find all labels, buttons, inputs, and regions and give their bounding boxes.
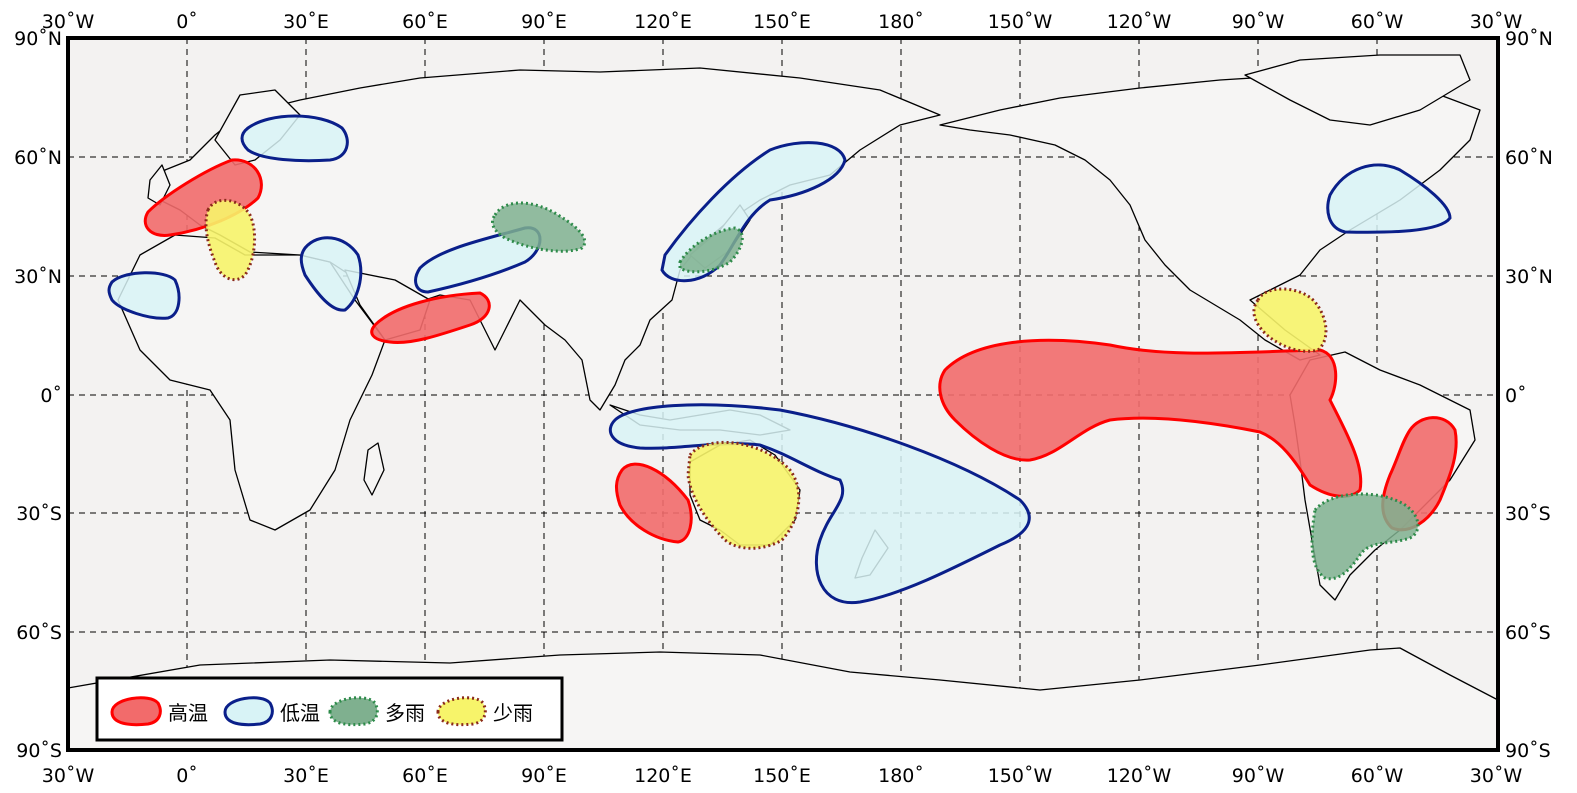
left-tick: 60˚S [16, 622, 62, 644]
warm-region-europe [143, 158, 263, 237]
top-tick: 30˚W [1470, 11, 1523, 33]
top-tick: 120˚W [1107, 11, 1172, 33]
bottom-tick: 60˚E [402, 765, 448, 787]
legend: 高温 低温 多雨 少雨 [95, 676, 564, 742]
top-tick: 150˚E [753, 11, 811, 33]
right-axis-labels: 90˚N 60˚N 30˚N 0˚ 30˚S 60˚S 90˚S [1505, 28, 1553, 762]
left-tick: 90˚N [14, 28, 62, 50]
bottom-axis-labels: 30˚W 0˚ 30˚E 60˚E 90˚E 120˚E 150˚E 180˚ … [42, 765, 1523, 787]
top-tick: 120˚E [634, 11, 692, 33]
top-tick: 0˚ [176, 11, 198, 33]
britain-outline [147, 164, 171, 206]
cold-region-central-asia [414, 226, 542, 294]
bottom-tick: 30˚W [42, 765, 95, 787]
dry-region-caribbean [1252, 287, 1328, 353]
right-tick: 90˚S [1505, 740, 1551, 762]
legend-label-cold: 低温 [280, 701, 320, 725]
legend-label-dry: 少雨 [493, 701, 533, 725]
wet-region-japan [678, 226, 744, 274]
cold-region-eastern-med [299, 236, 363, 312]
left-tick: 60˚N [14, 147, 62, 169]
right-tick: 30˚S [1505, 503, 1551, 525]
legend-swatch-wet [328, 696, 379, 727]
wet-regions [491, 201, 1420, 581]
bottom-tick: 180˚ [878, 765, 924, 787]
top-tick: 60˚E [402, 11, 448, 33]
bottom-tick: 60˚W [1351, 765, 1404, 787]
legend-swatch-cold [223, 696, 274, 727]
top-tick: 180˚ [878, 11, 924, 33]
bottom-tick: 150˚W [988, 765, 1053, 787]
bottom-tick: 30˚W [1470, 765, 1523, 787]
dry-regions [204, 199, 1328, 550]
bottom-tick: 120˚E [634, 765, 692, 787]
madagascar-outline [363, 442, 385, 496]
cold-region-scandinavia [240, 114, 349, 163]
right-tick: 90˚N [1505, 28, 1553, 50]
top-tick: 30˚E [283, 11, 329, 33]
dry-region-central-europe [204, 199, 256, 281]
bottom-tick: 120˚W [1107, 765, 1172, 787]
right-tick: 30˚N [1505, 266, 1553, 288]
left-tick: 90˚S [16, 740, 62, 762]
greenland-outline [1244, 54, 1471, 126]
bottom-tick: 90˚W [1232, 765, 1285, 787]
top-tick: 60˚W [1351, 11, 1404, 33]
bottom-tick: 0˚ [176, 765, 198, 787]
legend-label-wet: 多雨 [385, 701, 425, 725]
top-tick: 150˚W [988, 11, 1053, 33]
left-tick: 30˚S [16, 503, 62, 525]
cold-region-canada-east [1326, 163, 1452, 234]
right-tick: 0˚ [1505, 385, 1527, 407]
left-axis-labels: 90˚N 60˚N 30˚N 0˚ 30˚S 60˚S 90˚S [14, 28, 62, 762]
bottom-tick: 90˚E [521, 765, 567, 787]
bottom-tick: 150˚E [753, 765, 811, 787]
cold-regions [107, 114, 1452, 605]
top-tick: 30˚W [42, 11, 95, 33]
bottom-tick: 30˚E [283, 765, 329, 787]
warm-region-arabia-india [370, 291, 491, 345]
left-tick: 0˚ [40, 385, 62, 407]
right-tick: 60˚S [1505, 622, 1551, 644]
dry-region-east-australia [686, 440, 801, 550]
wet-region-south-america-south [1310, 492, 1420, 581]
cold-region-nw-africa [107, 271, 181, 320]
map-frame [66, 36, 1500, 752]
warm-region-w-australia [615, 462, 693, 544]
legend-swatch-warm [110, 696, 162, 727]
wet-region-tibet [491, 201, 587, 253]
legend-swatch-dry [436, 696, 487, 727]
warm-region-pacific-s-america [938, 338, 1363, 498]
top-axis-labels: 30˚W 0˚ 30˚E 60˚E 90˚E 120˚E 150˚E 180˚ … [42, 11, 1523, 33]
top-tick: 90˚W [1232, 11, 1285, 33]
top-tick: 90˚E [521, 11, 567, 33]
right-tick: 60˚N [1505, 147, 1553, 169]
warm-regions [143, 158, 1458, 544]
legend-label-warm: 高温 [168, 701, 208, 725]
left-tick: 30˚N [14, 266, 62, 288]
